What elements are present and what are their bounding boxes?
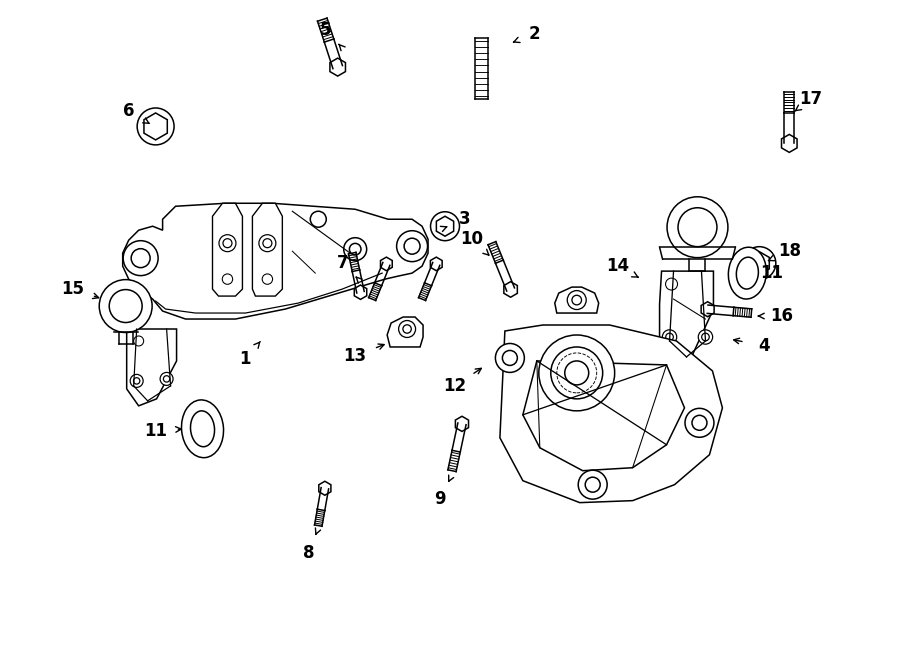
Ellipse shape: [191, 411, 214, 447]
Circle shape: [692, 415, 707, 430]
Circle shape: [662, 330, 677, 344]
Circle shape: [222, 274, 233, 284]
Polygon shape: [330, 58, 346, 76]
Circle shape: [404, 238, 420, 254]
Circle shape: [133, 377, 140, 384]
Circle shape: [702, 333, 709, 341]
Circle shape: [99, 280, 152, 332]
Text: 11: 11: [144, 422, 167, 440]
Circle shape: [130, 374, 143, 387]
Circle shape: [667, 197, 728, 258]
Circle shape: [665, 278, 678, 290]
Text: 7: 7: [337, 254, 348, 272]
Text: 6: 6: [123, 102, 134, 120]
Polygon shape: [387, 317, 423, 347]
Polygon shape: [701, 301, 714, 317]
Polygon shape: [455, 416, 469, 432]
Text: 11: 11: [760, 264, 783, 282]
Circle shape: [263, 239, 272, 248]
Text: 13: 13: [344, 347, 367, 365]
Polygon shape: [319, 481, 331, 495]
Circle shape: [399, 321, 416, 338]
Polygon shape: [430, 257, 442, 271]
Polygon shape: [381, 257, 392, 271]
Polygon shape: [212, 204, 242, 296]
Circle shape: [578, 470, 608, 499]
Text: 10: 10: [461, 230, 483, 248]
Polygon shape: [127, 329, 176, 406]
Text: 12: 12: [444, 377, 466, 395]
Circle shape: [109, 290, 142, 323]
Text: 8: 8: [302, 543, 314, 562]
Text: 1: 1: [239, 350, 251, 368]
Circle shape: [262, 274, 273, 284]
Circle shape: [223, 239, 232, 248]
Circle shape: [131, 249, 150, 268]
Circle shape: [685, 408, 714, 438]
Polygon shape: [500, 325, 723, 502]
Text: 16: 16: [770, 307, 793, 325]
Text: 15: 15: [61, 280, 85, 298]
Polygon shape: [750, 252, 770, 274]
Ellipse shape: [728, 247, 767, 299]
Circle shape: [134, 336, 144, 346]
Circle shape: [123, 241, 158, 276]
Circle shape: [539, 335, 615, 411]
Circle shape: [572, 295, 581, 305]
Polygon shape: [144, 113, 167, 140]
Polygon shape: [122, 204, 428, 319]
Circle shape: [678, 208, 717, 247]
Text: 3: 3: [459, 210, 471, 228]
Circle shape: [502, 350, 518, 366]
Circle shape: [565, 361, 589, 385]
Text: 4: 4: [759, 337, 770, 355]
Circle shape: [160, 372, 173, 385]
Circle shape: [495, 344, 525, 372]
Circle shape: [742, 247, 776, 280]
Circle shape: [219, 235, 236, 252]
Circle shape: [344, 238, 366, 260]
Circle shape: [585, 477, 600, 492]
Text: 2: 2: [529, 24, 541, 42]
Text: 18: 18: [778, 242, 801, 260]
Ellipse shape: [736, 257, 759, 289]
Text: 9: 9: [434, 490, 446, 508]
Circle shape: [666, 333, 673, 341]
Polygon shape: [355, 285, 366, 299]
Circle shape: [430, 212, 460, 241]
Circle shape: [310, 212, 327, 227]
Circle shape: [397, 231, 427, 262]
Polygon shape: [252, 204, 283, 296]
Circle shape: [551, 347, 603, 399]
Polygon shape: [436, 216, 454, 236]
Text: 5: 5: [320, 20, 331, 38]
Ellipse shape: [182, 400, 223, 457]
Polygon shape: [523, 361, 685, 471]
Circle shape: [698, 330, 713, 344]
Circle shape: [259, 235, 276, 252]
Text: 17: 17: [800, 91, 823, 108]
Polygon shape: [781, 134, 797, 153]
Circle shape: [164, 375, 170, 382]
Text: 14: 14: [606, 257, 629, 275]
Circle shape: [137, 108, 174, 145]
Circle shape: [567, 291, 586, 309]
Polygon shape: [660, 271, 714, 361]
Circle shape: [403, 325, 411, 333]
Circle shape: [349, 243, 361, 255]
Polygon shape: [554, 287, 598, 313]
Polygon shape: [504, 282, 518, 297]
